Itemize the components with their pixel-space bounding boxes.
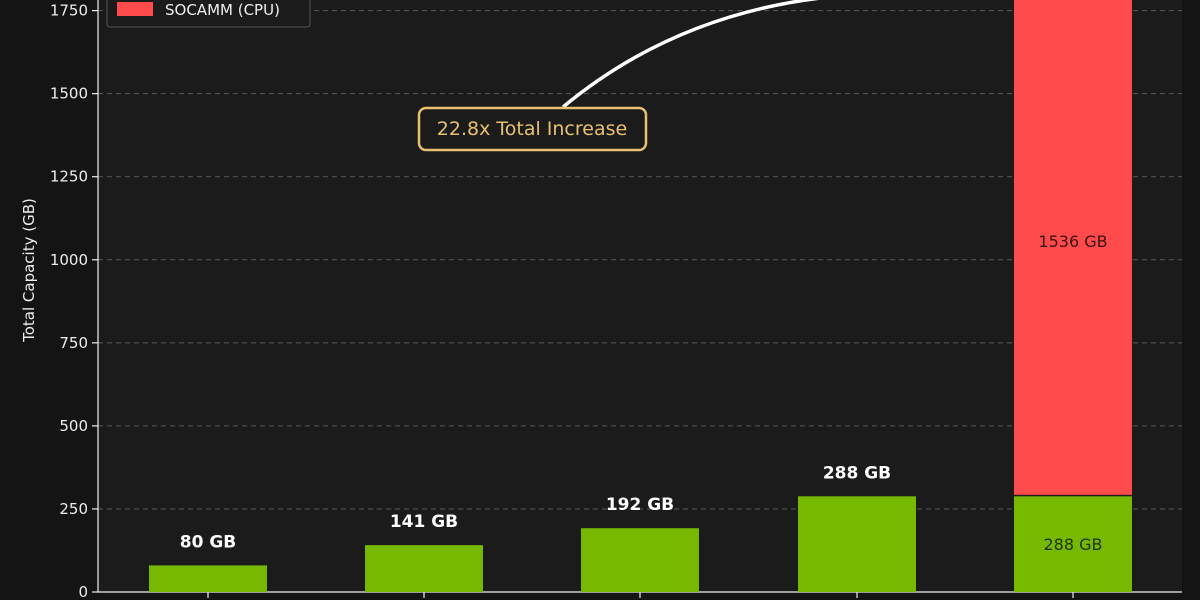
plot-area	[98, 0, 1182, 592]
legend-frame	[106, 0, 311, 28]
annotation-text: 22.8x Total Increase	[437, 118, 627, 140]
y-tick-label: 1000	[50, 251, 88, 269]
legend: SOCAMM (CPU)	[106, 0, 311, 28]
bar-hbm-inner-label: 288 GB	[1044, 535, 1103, 554]
y-tick-label: 1250	[50, 168, 88, 186]
bar-hbm	[798, 496, 916, 592]
bar-hbm	[365, 545, 483, 592]
bar-hbm	[581, 528, 699, 592]
y-tick-label: 1750	[50, 2, 88, 20]
bar-hbm	[1014, 496, 1132, 592]
y-tick-label: 250	[59, 500, 88, 518]
legend-swatch-socamm	[117, 2, 153, 16]
bar-hbm	[149, 565, 267, 592]
bar-value-label: 192 GB	[606, 495, 674, 515]
bar-value-label: 80 GB	[180, 532, 237, 552]
bar-value-label: 288 GB	[823, 463, 891, 483]
y-axis-label: Total Capacity (GB)	[20, 198, 38, 343]
bar-socamm-label: 1536 GB	[1038, 232, 1107, 251]
y-tick-label: 500	[59, 417, 88, 435]
y-tick-label: 1500	[50, 85, 88, 103]
bar-socamm	[1014, 0, 1132, 495]
y-tick-label: 750	[59, 334, 88, 352]
legend-label-socamm: SOCAMM (CPU)	[165, 1, 280, 19]
y-tick-label: 0	[78, 583, 88, 600]
annotation-box	[417, 106, 648, 152]
bar-value-label: 141 GB	[390, 512, 458, 532]
annotation: 22.8x Total Increase	[417, 106, 648, 152]
annotation-arrow	[561, 0, 820, 109]
